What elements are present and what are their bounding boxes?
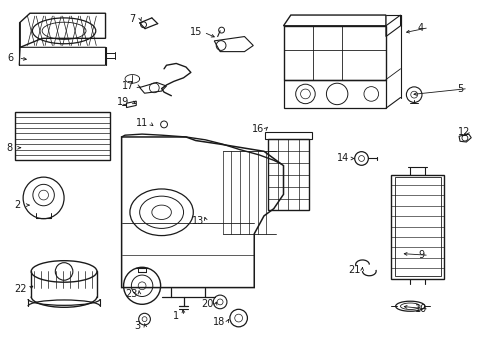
Bar (394, 177, 440, 276)
Text: 15: 15 (189, 27, 202, 37)
Text: 11: 11 (136, 118, 148, 128)
Text: 12: 12 (457, 127, 469, 136)
Text: 5: 5 (456, 84, 462, 94)
Text: 10: 10 (414, 304, 426, 314)
Text: 8: 8 (6, 143, 13, 153)
Bar (15, 112, 110, 160)
Text: 9: 9 (417, 250, 423, 260)
Text: 21: 21 (347, 265, 360, 275)
Text: 14: 14 (336, 153, 348, 163)
Text: 17: 17 (122, 81, 134, 91)
Bar (267, 139, 309, 211)
Bar (390, 175, 444, 279)
Text: 19: 19 (117, 97, 129, 107)
Text: 4: 4 (417, 23, 423, 33)
Text: 1: 1 (173, 311, 179, 321)
Text: 22: 22 (14, 284, 26, 294)
Text: 2: 2 (15, 200, 21, 210)
Text: 13: 13 (192, 216, 204, 226)
Circle shape (55, 263, 73, 280)
Text: 18: 18 (213, 318, 225, 327)
Bar (264, 132, 312, 139)
Text: 6: 6 (7, 53, 14, 63)
Text: 20: 20 (202, 299, 214, 309)
Text: 3: 3 (134, 321, 140, 331)
Text: 23: 23 (125, 289, 137, 299)
Text: 16: 16 (251, 124, 263, 134)
Text: 7: 7 (129, 14, 135, 24)
